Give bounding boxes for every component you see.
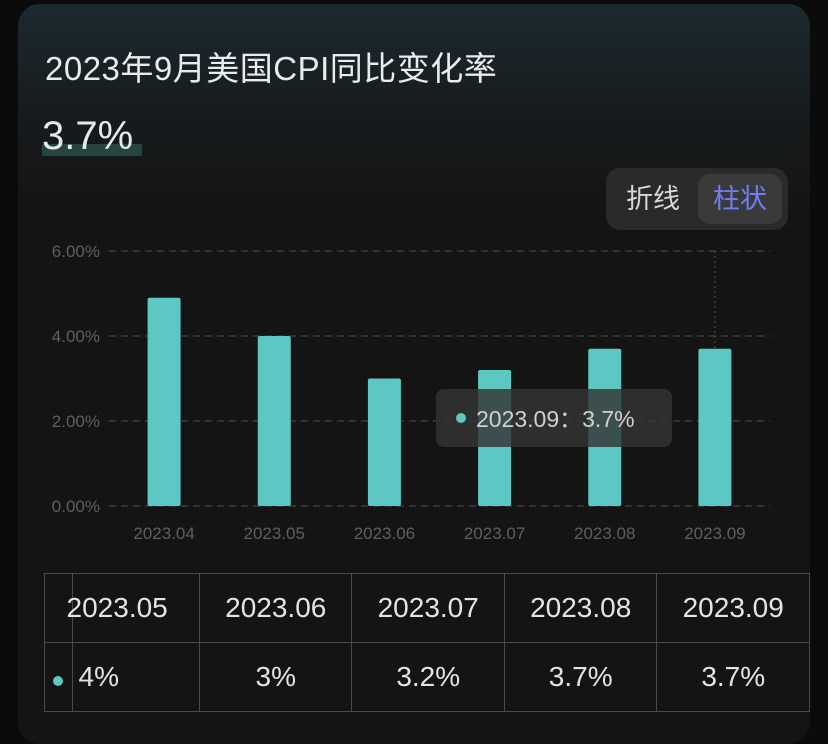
table-header-row: 2023.05 2023.06 2023.07 2023.08 2023.09 xyxy=(44,573,810,643)
table-header-cell: 2023.08 xyxy=(503,573,658,643)
chart-title: 2023年9月美国CPI同比变化率 xyxy=(45,50,498,87)
series-dot-icon xyxy=(53,676,64,686)
toggle-bar-option[interactable]: 柱状 xyxy=(698,174,782,224)
value-highlight xyxy=(42,144,142,156)
current-value: 3.7% xyxy=(42,114,134,158)
tooltip-background xyxy=(436,389,672,447)
table-header-marker-cell xyxy=(44,573,73,643)
bar xyxy=(147,297,181,506)
bar xyxy=(698,348,732,506)
tooltip-dot-icon xyxy=(456,413,466,423)
series-marker-cell xyxy=(44,642,73,712)
bar-chart: 0.00% 2.00% 4.00% 6.00% 2023.04 2023.05 2023.0… xyxy=(52,242,770,543)
table-cell: 3.7% xyxy=(503,642,658,712)
x-tick-label: 2023.04 xyxy=(133,524,194,543)
y-tick-label: 0.00% xyxy=(52,497,100,516)
x-tick-label: 2023.08 xyxy=(574,524,635,543)
table-data-row: 4% 3% 3.2% 3.7% 3.7% xyxy=(44,642,810,712)
table-cell: 4% xyxy=(71,642,201,712)
x-tick-label: 2023.06 xyxy=(354,524,415,543)
table-header-cell: 2023.07 xyxy=(351,573,505,643)
table-cell: 3.2% xyxy=(351,642,505,712)
bar xyxy=(367,378,401,506)
bar xyxy=(257,336,291,506)
tooltip-text: 2023.09：3.7% xyxy=(476,406,635,432)
y-tick-label: 6.00% xyxy=(52,242,100,261)
toggle-line-option[interactable]: 折线 xyxy=(626,184,680,214)
data-table-scroll[interactable]: 2023.05 2023.06 2023.07 2023.08 2023.09 … xyxy=(44,573,810,733)
x-tick-label: 2023.09 xyxy=(684,524,745,543)
y-tick-label: 4.00% xyxy=(52,327,100,346)
table-header-cell: 2023.06 xyxy=(198,573,353,643)
y-tick-label: 2.00% xyxy=(52,412,100,431)
table-header-cell: 2023.05 xyxy=(67,573,201,643)
chart-type-toggle: 折线 柱状 xyxy=(606,168,788,230)
chart-card: 2023年9月美国CPI同比变化率 3.7% 折线 柱状 0.00% 2.00% 4… xyxy=(18,4,810,744)
tooltip: 2023.09：3.7% xyxy=(436,389,672,447)
table-header-cell: 2023.09 xyxy=(656,573,810,643)
table-cell: 3.7% xyxy=(656,642,810,712)
x-tick-label: 2023.07 xyxy=(464,524,525,543)
data-table: 2023.05 2023.06 2023.07 2023.08 2023.09 … xyxy=(44,573,810,712)
x-tick-label: 2023.05 xyxy=(244,524,305,543)
table-cell: 3% xyxy=(198,642,353,712)
